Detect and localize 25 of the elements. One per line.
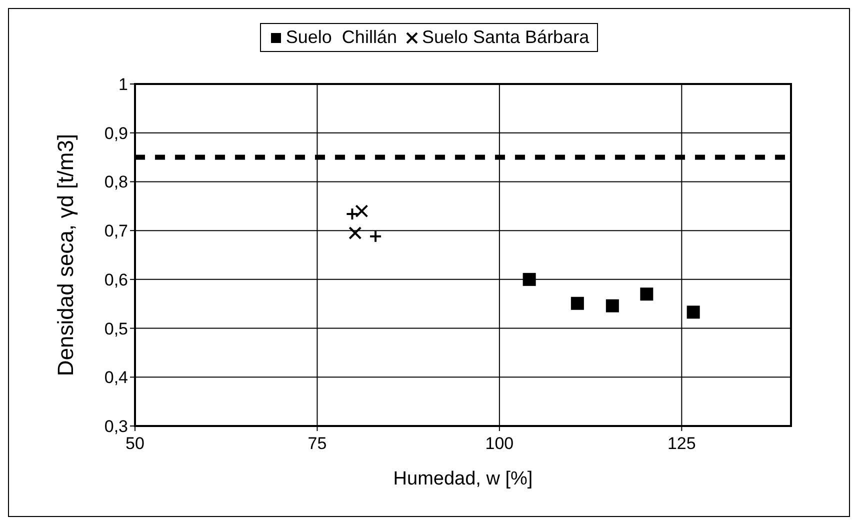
point [346,207,359,220]
point [522,272,536,286]
x-tick-label: 50 [126,434,144,454]
y-tick-label: 0,4 [104,368,128,388]
point [570,296,584,310]
y-tick-label: 0,5 [104,319,128,338]
x-tick-label: 75 [308,434,327,454]
x-tick-label: 100 [485,434,514,454]
y-tick-label: 0,6 [104,270,128,290]
point [606,299,619,312]
legend-label: Suelo Santa Bárbara [422,27,590,48]
y-tick-label: 0,7 [104,222,128,241]
point [686,306,700,319]
point [640,288,654,301]
x-tick-label: 125 [667,434,696,454]
y-axis-title: Densidad seca, γd [t/m3] [52,134,78,376]
legend-label: Suelo Chillán [286,27,397,48]
point [348,226,362,240]
y-tick-label: 0,3 [104,417,128,436]
y-tick-label: 1 [118,75,128,94]
point [355,204,368,218]
y-tick-label: 0,8 [104,172,128,192]
point [369,230,382,243]
x-axis-title: Humedad, w [%] [393,468,533,490]
y-tick-label: 0,9 [104,124,128,143]
